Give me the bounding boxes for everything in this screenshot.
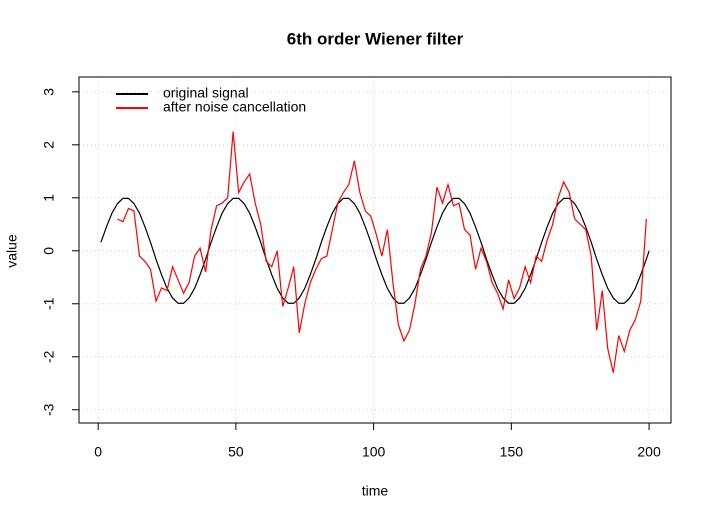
y-tick-label: -1 [41, 297, 57, 310]
x-tick-label: 50 [228, 444, 244, 460]
x-tick-label: 0 [94, 444, 102, 460]
y-tick-label: 2 [41, 141, 57, 149]
chart-title: 6th order Wiener filter [287, 29, 464, 48]
legend-label: original signal [163, 85, 249, 101]
y-tick-label: -2 [41, 350, 57, 363]
line [100, 197, 650, 304]
y-tick-label: 0 [41, 247, 57, 255]
y-axis-label: value [4, 234, 20, 268]
legend-label: after noise cancellation [163, 99, 306, 115]
line [117, 131, 647, 373]
plot-frame [78, 76, 672, 424]
x-tick-label: 200 [637, 444, 661, 460]
x-tick-label: 150 [500, 444, 524, 460]
y-tick-label: 1 [41, 194, 57, 202]
x-axis-label: time [362, 483, 389, 499]
x-tick-label: 100 [362, 444, 386, 460]
y-tick-label: -3 [41, 403, 57, 416]
y-tick-label: 3 [41, 88, 57, 96]
